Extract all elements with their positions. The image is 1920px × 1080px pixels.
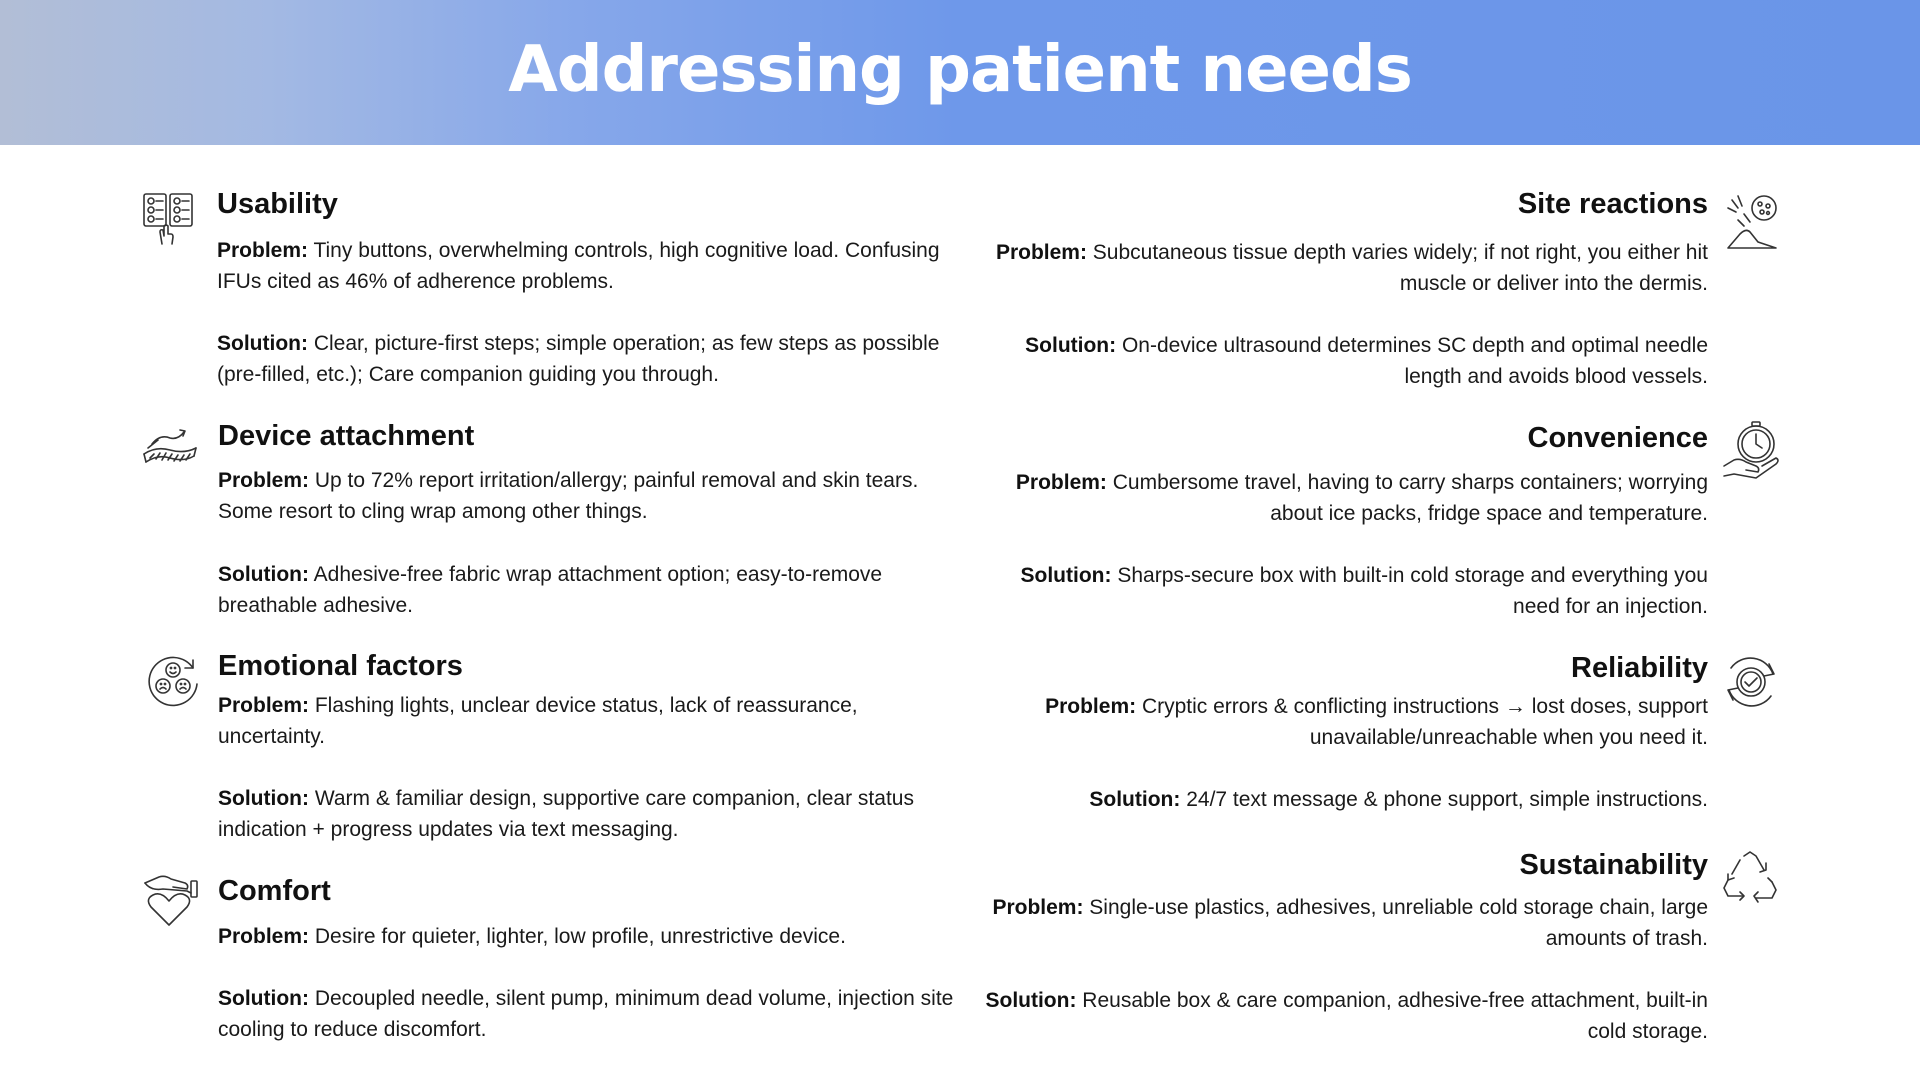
- solution-label: Solution:: [1025, 334, 1117, 357]
- solution-label: Solution:: [1089, 788, 1181, 811]
- solution-label: Solution:: [1020, 564, 1112, 587]
- solution-body: Adhesive-free fabric wrap attachment opt…: [218, 563, 883, 617]
- solution-body: Sharps-secure box with built-in cold sto…: [1111, 564, 1708, 618]
- solution-label: Solution:: [218, 787, 309, 810]
- solution-text: Solution: Reusable box & care companion,…: [968, 985, 1708, 1047]
- hand-clock-icon: [1722, 420, 1782, 480]
- problem-text: Problem: Cumbersome travel, having to ca…: [968, 467, 1708, 529]
- skin-reaction-icon: [1722, 190, 1782, 250]
- section-title: Device attachment: [218, 420, 475, 452]
- problem-text: Problem: Single-use plastics, adhesives,…: [968, 892, 1708, 954]
- problem-body: Tiny buttons, overwhelming controls, hig…: [217, 239, 940, 293]
- problem-label: Problem:: [218, 469, 310, 492]
- problem-text: Problem: Desire for quieter, lighter, lo…: [218, 921, 958, 952]
- problem-text: Problem: Subcutaneous tissue depth varie…: [968, 237, 1708, 299]
- problem-text: Problem: Flashing lights, unclear device…: [218, 690, 958, 752]
- section-title: Emotional factors: [218, 650, 463, 682]
- problem-text: Problem: Tiny buttons, overwhelming cont…: [217, 235, 957, 297]
- section-title: Sustainability: [1519, 849, 1708, 881]
- header-banner: [0, 0, 1920, 145]
- solution-label: Solution:: [217, 332, 308, 355]
- problem-text: Problem: Up to 72% report irritation/all…: [218, 465, 958, 527]
- emotions-cycle-icon: [143, 650, 203, 710]
- solution-body: Decoupled needle, silent pump, minimum d…: [218, 987, 954, 1041]
- problem-body: Cryptic errors & conflicting instruction…: [1136, 695, 1708, 749]
- problem-body: Flashing lights, unclear device status, …: [218, 694, 858, 748]
- solution-text: Solution: Clear, picture-first steps; si…: [217, 328, 957, 390]
- problem-body: Up to 72% report irritation/allergy; pai…: [218, 469, 919, 523]
- solution-label: Solution:: [218, 563, 309, 586]
- problem-body: Single-use plastics, adhesives, unreliab…: [1083, 896, 1708, 950]
- solution-body: Reusable box & care companion, adhesive-…: [1076, 989, 1708, 1043]
- solution-text: Solution: 24/7 text message & phone supp…: [968, 784, 1708, 815]
- solution-text: Solution: Decoupled needle, silent pump,…: [218, 983, 958, 1045]
- solution-body: 24/7 text message & phone support, simpl…: [1180, 788, 1708, 811]
- solution-body: Clear, picture-first steps; simple opera…: [217, 332, 940, 386]
- solution-body: Warm & familiar design, supportive care …: [218, 787, 914, 841]
- solution-text: Solution: Sharps-secure box with built-i…: [968, 560, 1708, 622]
- instruction-steps-icon: [140, 188, 200, 248]
- problem-body: Desire for quieter, lighter, low profile…: [309, 925, 846, 948]
- solution-text: Solution: Warm & familiar design, suppor…: [218, 783, 958, 845]
- hand-heart-icon: [141, 873, 201, 933]
- problem-label: Problem:: [1015, 471, 1107, 494]
- problem-text: Problem: Cryptic errors & conflicting in…: [968, 691, 1708, 753]
- problem-label: Problem:: [218, 925, 310, 948]
- problem-body: Cumbersome travel, having to carry sharp…: [1106, 471, 1708, 525]
- solution-text: Solution: On-device ultrasound determine…: [968, 330, 1708, 392]
- problem-label: Problem:: [1045, 695, 1137, 718]
- section-title: Usability: [217, 188, 338, 220]
- solution-label: Solution:: [218, 987, 309, 1010]
- section-title: Convenience: [1527, 422, 1709, 454]
- section-title: Reliability: [1571, 652, 1708, 684]
- skin-patch-icon: [140, 418, 200, 478]
- section-title: Comfort: [218, 875, 331, 907]
- problem-label: Problem:: [217, 239, 309, 262]
- recycle-icon: [1720, 848, 1780, 908]
- problem-label: Problem:: [218, 694, 310, 717]
- problem-body: Subcutaneous tissue depth varies widely;…: [1086, 241, 1708, 295]
- problem-label: Problem:: [995, 241, 1087, 264]
- check-cycle-icon: [1721, 652, 1781, 712]
- page-title: Addressing patient needs: [508, 32, 1413, 107]
- problem-label: Problem:: [992, 896, 1084, 919]
- section-title: Site reactions: [1517, 188, 1708, 220]
- solution-label: Solution:: [985, 989, 1077, 1012]
- solution-body: On-device ultrasound determines SC depth…: [1116, 334, 1708, 388]
- solution-text: Solution: Adhesive-free fabric wrap atta…: [218, 559, 958, 621]
